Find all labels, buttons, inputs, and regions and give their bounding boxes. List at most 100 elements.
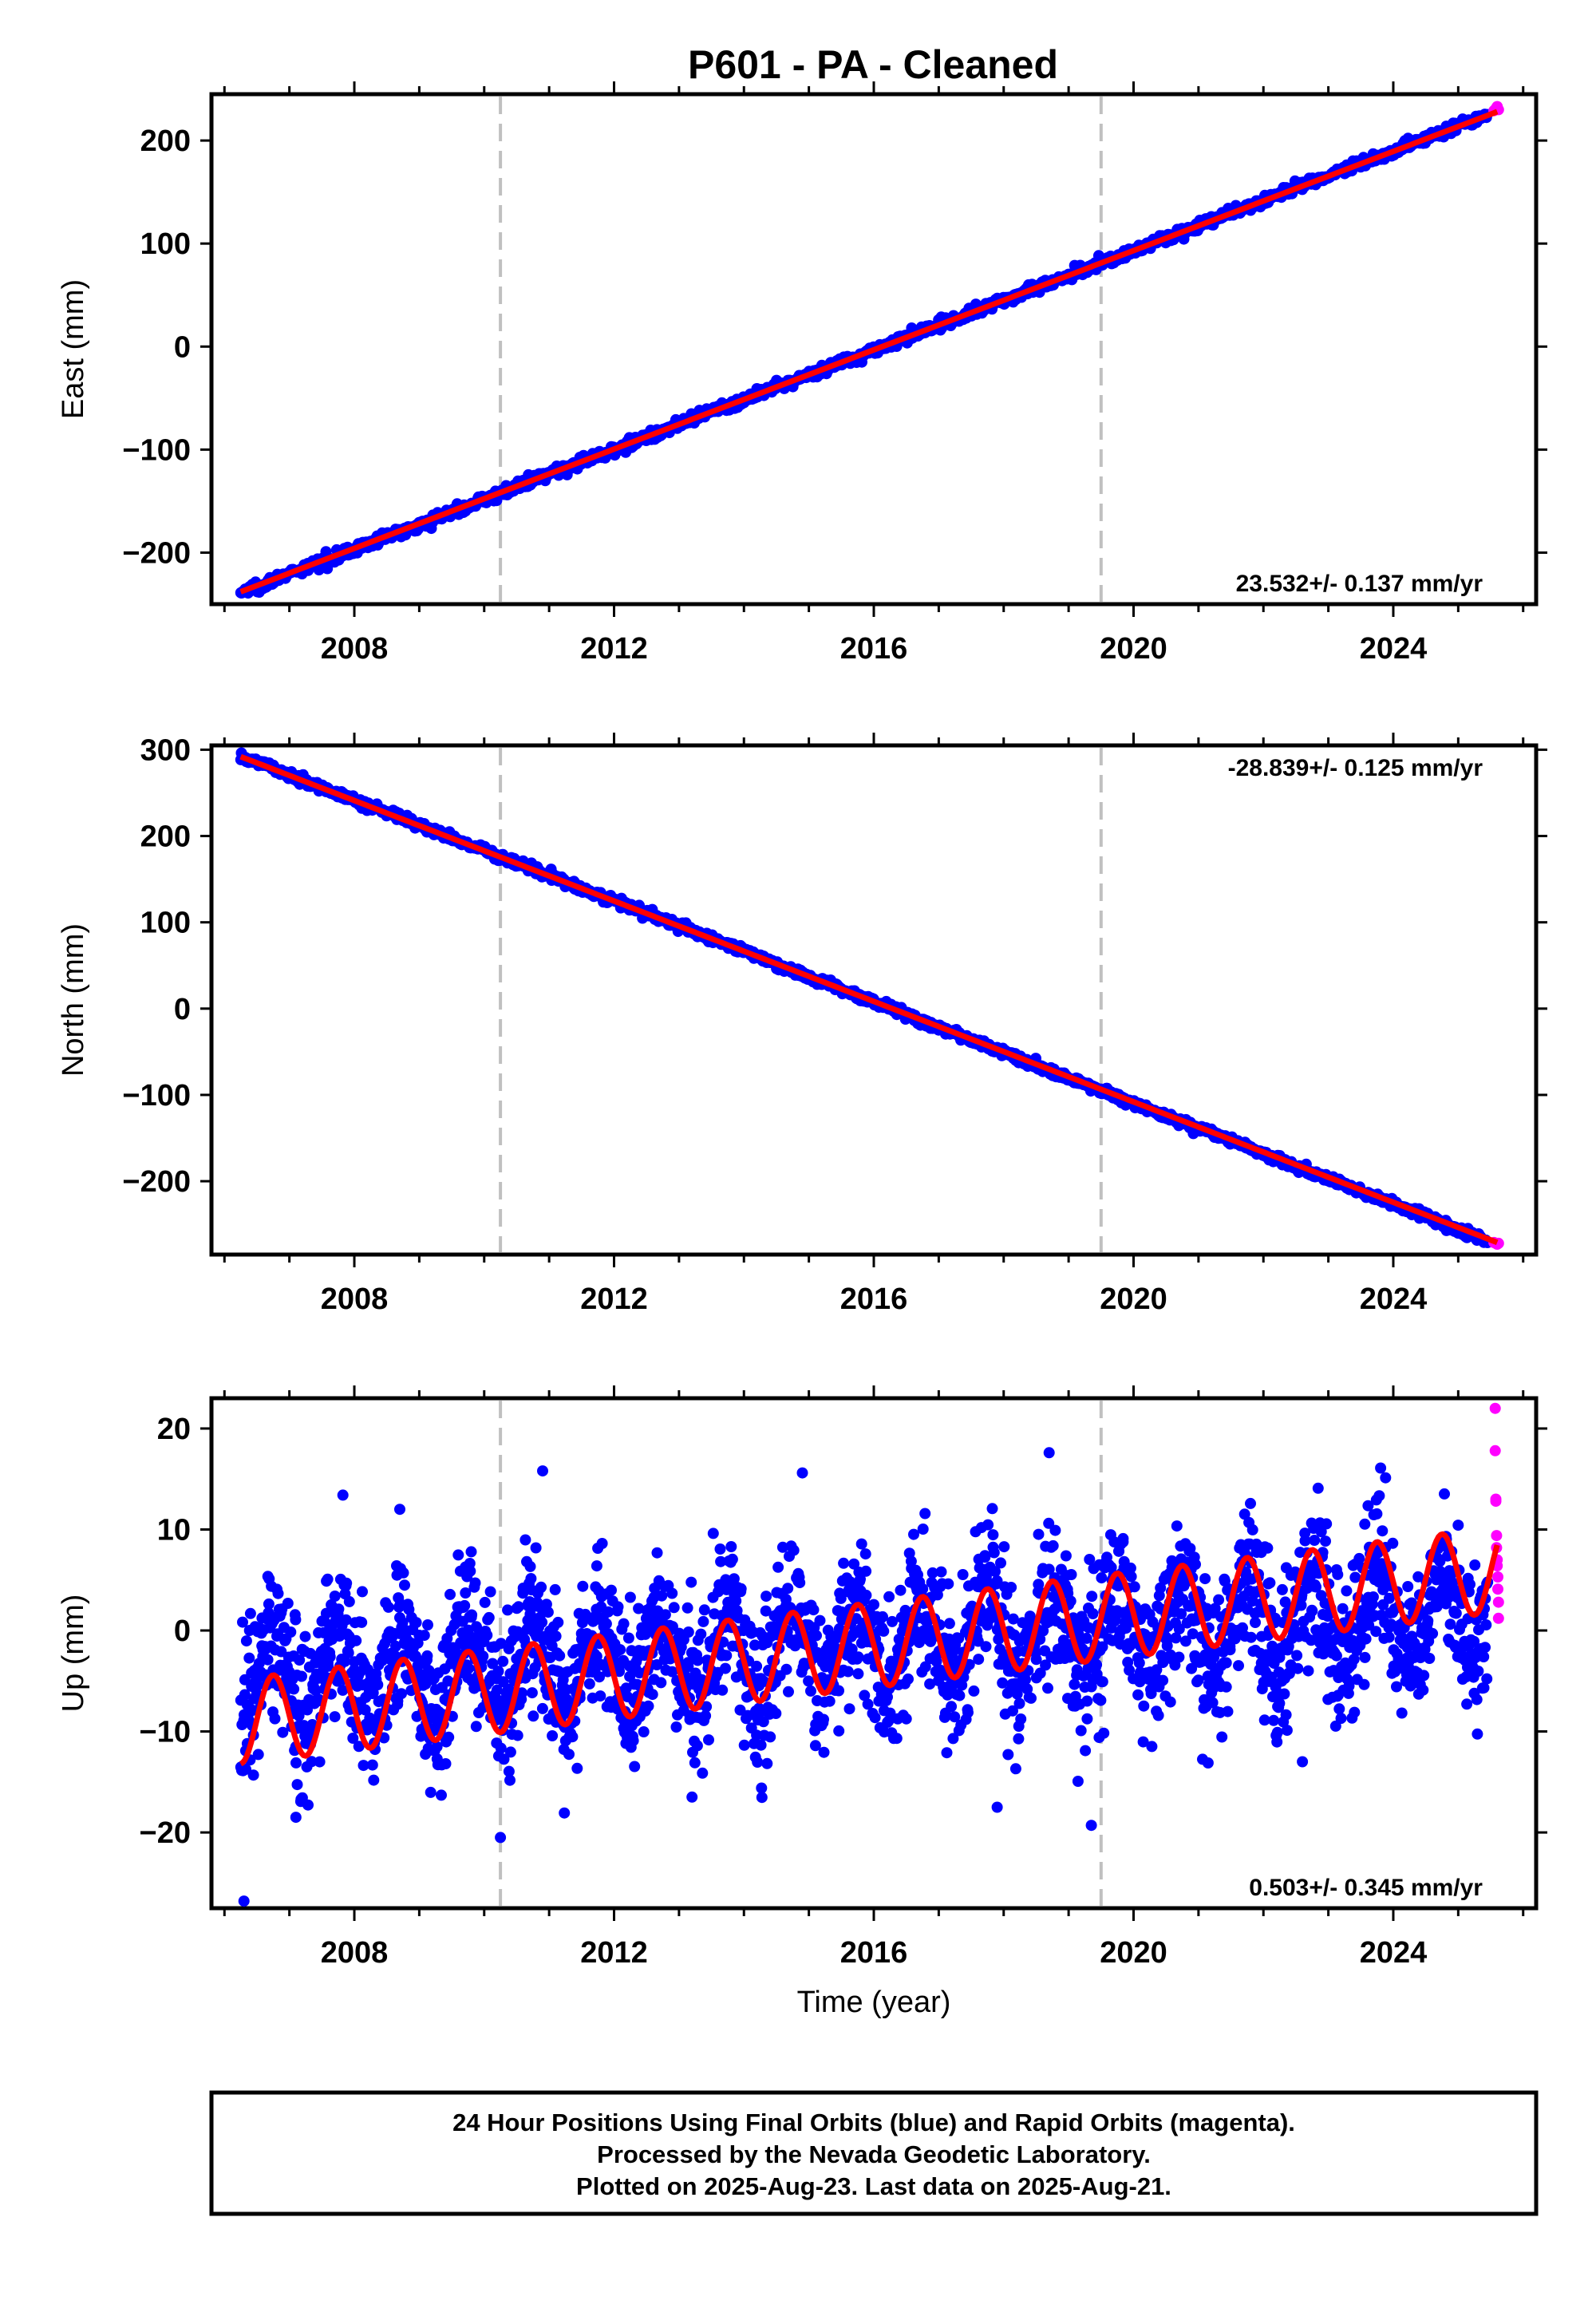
- up-final-point: [318, 1626, 330, 1638]
- up-final-point: [563, 1749, 575, 1761]
- up-final-point: [512, 1601, 524, 1613]
- north-xtick-label: 2008: [321, 1282, 389, 1316]
- up-final-point: [860, 1565, 872, 1577]
- up-final-point: [824, 1695, 836, 1707]
- north-ytick-label: 200: [140, 820, 191, 854]
- up-final-point: [1013, 1697, 1025, 1709]
- up-final-point: [1005, 1582, 1017, 1593]
- up-final-point: [987, 1529, 999, 1541]
- north-ylabel: North (mm): [57, 923, 90, 1077]
- up-final-point: [324, 1651, 336, 1662]
- east-xtick-label: 2012: [580, 632, 648, 666]
- up-final-point: [1080, 1745, 1092, 1757]
- up-final-point: [1047, 1539, 1059, 1551]
- up-final-point: [878, 1625, 890, 1637]
- up-xtick-label: 2024: [1360, 1936, 1428, 1970]
- up-final-point: [1096, 1572, 1108, 1584]
- up-final-point: [483, 1611, 495, 1623]
- up-final-point: [337, 1684, 349, 1696]
- up-final-point: [833, 1725, 845, 1737]
- up-final-point: [794, 1577, 806, 1589]
- up-final-point: [685, 1576, 697, 1588]
- up-final-point: [288, 1683, 300, 1695]
- up-final-point: [752, 1757, 764, 1768]
- north-ytick-label: −200: [122, 1165, 191, 1199]
- up-final-point: [463, 1662, 475, 1674]
- up-ytick-label: 0: [174, 1614, 191, 1648]
- up-final-point: [942, 1578, 954, 1590]
- up-final-point: [495, 1742, 507, 1754]
- up-final-point: [356, 1616, 368, 1628]
- up-final-point: [877, 1611, 888, 1622]
- up-final-point: [1013, 1733, 1025, 1745]
- up-final-point: [481, 1629, 493, 1641]
- up-final-point: [583, 1678, 595, 1690]
- up-final-point: [285, 1626, 297, 1638]
- up-final-point: [359, 1704, 371, 1716]
- north-ytick-label: −100: [122, 1079, 191, 1113]
- up-final-point: [606, 1584, 617, 1596]
- up-final-point: [1075, 1725, 1087, 1737]
- up-final-point: [868, 1599, 879, 1611]
- up-final-point: [946, 1701, 958, 1713]
- up-final-point: [591, 1560, 602, 1572]
- up-final-point: [1117, 1532, 1129, 1544]
- up-final-point: [239, 1689, 251, 1701]
- up-final-point: [291, 1779, 303, 1791]
- up-final-point: [382, 1601, 394, 1613]
- up-final-point: [666, 1587, 678, 1599]
- up-ytick-label: −10: [140, 1716, 191, 1749]
- up-final-point: [869, 1712, 881, 1724]
- up-final-point: [252, 1749, 264, 1761]
- up-final-point: [691, 1740, 703, 1752]
- up-final-point: [372, 1679, 384, 1690]
- up-final-point: [600, 1618, 612, 1630]
- up-final-point: [306, 1756, 318, 1768]
- up-final-point: [290, 1614, 302, 1626]
- up-final-point: [296, 1670, 307, 1682]
- up-final-point: [852, 1651, 864, 1663]
- up-final-point: [1009, 1763, 1021, 1775]
- up-final-point: [322, 1660, 334, 1672]
- up-final-point: [668, 1602, 680, 1614]
- up-final-point: [842, 1666, 854, 1678]
- up-final-point: [998, 1541, 1010, 1553]
- north-ytick-label: 0: [174, 993, 191, 1026]
- up-final-point: [1015, 1713, 1027, 1725]
- up-final-point: [1095, 1694, 1107, 1706]
- up-final-point: [290, 1757, 302, 1769]
- up-final-point: [341, 1577, 353, 1589]
- up-final-point: [624, 1591, 636, 1603]
- up-final-point: [465, 1546, 477, 1558]
- up-final-point: [751, 1660, 763, 1672]
- up-final-point: [350, 1634, 362, 1646]
- up-xtick-label: 2012: [580, 1936, 648, 1970]
- up-final-point: [310, 1685, 322, 1697]
- up-final-point: [1065, 1569, 1077, 1580]
- up-final-point: [1164, 1696, 1176, 1708]
- up-final-point: [614, 1644, 626, 1656]
- up-final-point: [329, 1591, 341, 1602]
- up-xtick-label: 2008: [321, 1936, 389, 1970]
- up-final-point: [329, 1711, 341, 1723]
- up-final-point: [720, 1662, 731, 1674]
- up-final-point: [342, 1647, 354, 1659]
- up-final-point: [577, 1580, 589, 1592]
- up-final-point: [627, 1735, 639, 1747]
- up-final-point: [237, 1616, 248, 1628]
- up-final-point: [982, 1519, 994, 1531]
- up-final-point: [860, 1589, 872, 1601]
- up-final-point: [262, 1654, 274, 1666]
- up-final-point: [302, 1704, 313, 1716]
- up-final-point: [612, 1601, 624, 1613]
- up-final-point: [452, 1549, 464, 1561]
- up-final-point: [1025, 1692, 1037, 1704]
- up-final-point: [735, 1583, 747, 1595]
- up-final-point: [552, 1616, 564, 1628]
- up-final-point: [689, 1757, 701, 1769]
- up-final-point: [843, 1703, 855, 1715]
- up-final-point: [595, 1690, 606, 1702]
- up-final-point: [891, 1733, 903, 1745]
